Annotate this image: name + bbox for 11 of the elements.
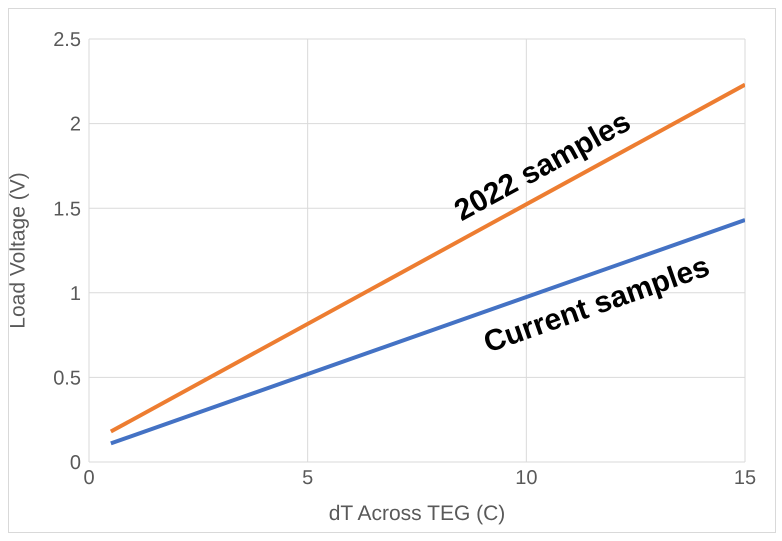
x-tick-label: 15 — [734, 467, 756, 490]
y-tick-label: 2.5 — [53, 29, 81, 52]
y-tick-label: 2 — [70, 114, 81, 136]
x-tick-label: 10 — [515, 467, 538, 490]
x-axis-title: dT Across TEG (C) — [328, 502, 506, 525]
y-tick-label: 1.5 — [53, 198, 81, 220]
y-axis-title: Load Voltage (V) — [6, 172, 30, 329]
x-tick-label: 5 — [302, 467, 314, 490]
y-tick-label: 1 — [70, 282, 81, 305]
y-tick-label: 0 — [70, 452, 81, 474]
y-tick-label: 0.5 — [53, 368, 81, 390]
